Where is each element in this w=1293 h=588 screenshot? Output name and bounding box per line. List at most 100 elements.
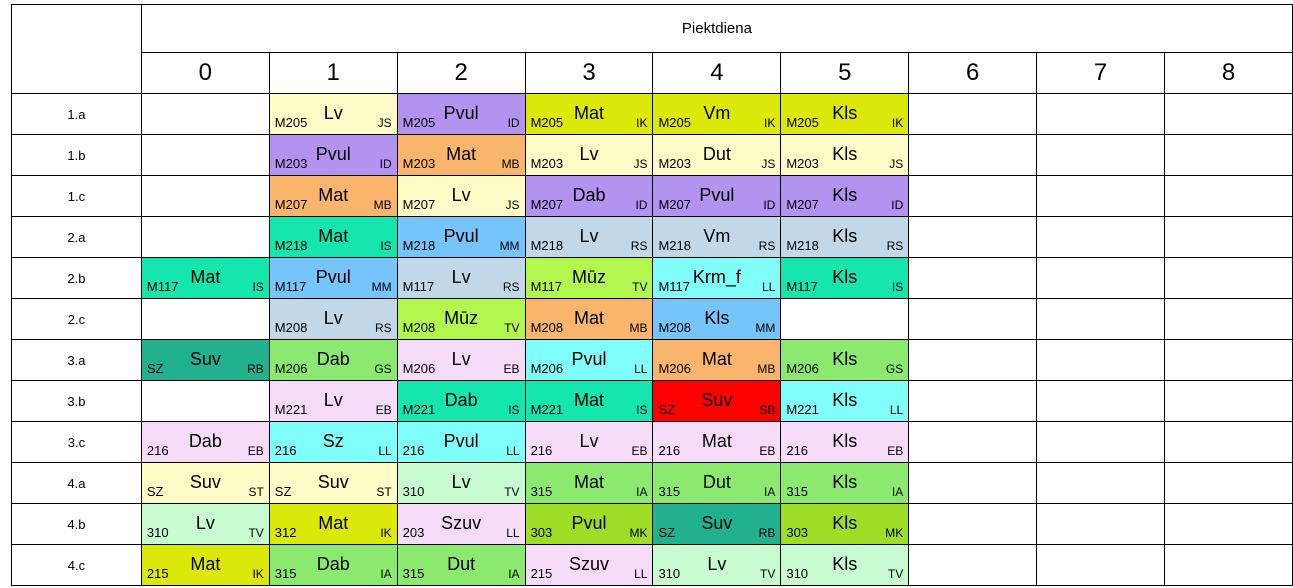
empty-slot[interactable] (140, 93, 270, 135)
empty-slot[interactable] (1036, 544, 1166, 586)
empty-slot[interactable] (1164, 93, 1293, 135)
empty-slot[interactable] (908, 93, 1038, 135)
lesson-cell[interactable]: 216 Pvul LL (396, 421, 526, 463)
lesson-cell[interactable]: 203 Szuv LL (396, 503, 526, 545)
empty-slot[interactable] (908, 462, 1038, 504)
empty-slot[interactable] (908, 216, 1038, 258)
lesson-cell[interactable]: M208 Kls MM (652, 298, 782, 340)
lesson-cell[interactable]: M221 Dab IS (396, 380, 526, 422)
lesson-cell[interactable]: M218 Vm RS (652, 216, 782, 258)
lesson-cell[interactable]: 303 Kls MK (780, 503, 910, 545)
lesson-cell[interactable]: M117 Mat IS (140, 257, 270, 299)
lesson-cell[interactable]: M203 Kls JS (780, 134, 910, 176)
lesson-cell[interactable]: M208 Mat MB (524, 298, 654, 340)
empty-slot[interactable] (1036, 134, 1166, 176)
lesson-cell[interactable]: 303 Pvul MK (524, 503, 654, 545)
empty-slot[interactable] (1036, 216, 1166, 258)
lesson-cell[interactable]: M205 Mat IK (524, 93, 654, 135)
empty-slot[interactable] (1164, 421, 1293, 463)
empty-slot[interactable] (1164, 134, 1293, 176)
empty-slot[interactable] (1036, 257, 1166, 299)
empty-slot[interactable] (140, 380, 270, 422)
lesson-cell[interactable]: 310 Lv TV (396, 462, 526, 504)
empty-slot[interactable] (140, 298, 270, 340)
lesson-cell[interactable]: 216 Mat EB (652, 421, 782, 463)
empty-slot[interactable] (908, 380, 1038, 422)
lesson-cell[interactable]: 315 Dab IA (268, 544, 398, 586)
lesson-cell[interactable]: 315 Dut IA (396, 544, 526, 586)
empty-slot[interactable] (140, 175, 270, 217)
empty-slot[interactable] (1164, 216, 1293, 258)
empty-slot[interactable] (1164, 175, 1293, 217)
empty-slot[interactable] (908, 544, 1038, 586)
empty-slot[interactable] (908, 134, 1038, 176)
lesson-cell[interactable]: M205 Kls IK (780, 93, 910, 135)
empty-slot[interactable] (1036, 380, 1166, 422)
lesson-cell[interactable]: 310 Lv TV (652, 544, 782, 586)
lesson-cell[interactable]: M207 Kls ID (780, 175, 910, 217)
lesson-cell[interactable]: M221 Mat IS (524, 380, 654, 422)
lesson-cell[interactable]: 315 Kls IA (780, 462, 910, 504)
empty-slot[interactable] (1036, 421, 1166, 463)
lesson-cell[interactable]: M203 Mat MB (396, 134, 526, 176)
empty-slot[interactable] (908, 339, 1038, 381)
lesson-cell[interactable]: M208 Lv RS (268, 298, 398, 340)
empty-slot[interactable] (1164, 298, 1293, 340)
empty-slot[interactable] (908, 421, 1038, 463)
lesson-cell[interactable]: 312 Mat IK (268, 503, 398, 545)
lesson-cell[interactable]: SZ Suv RB (140, 339, 270, 381)
empty-slot[interactable] (1036, 175, 1166, 217)
empty-slot[interactable] (1164, 257, 1293, 299)
empty-slot[interactable] (140, 216, 270, 258)
lesson-cell[interactable]: M205 Vm IK (652, 93, 782, 135)
empty-slot[interactable] (908, 298, 1038, 340)
lesson-cell[interactable]: 315 Dut IA (652, 462, 782, 504)
lesson-cell[interactable]: M117 Mūz TV (524, 257, 654, 299)
lesson-cell[interactable]: M208 Mūz TV (396, 298, 526, 340)
lesson-cell[interactable]: 215 Szuv LL (524, 544, 654, 586)
empty-slot[interactable] (780, 298, 910, 340)
empty-slot[interactable] (1164, 380, 1293, 422)
lesson-cell[interactable]: M206 Dab GS (268, 339, 398, 381)
empty-slot[interactable] (1164, 462, 1293, 504)
lesson-cell[interactable]: 310 Kls TV (780, 544, 910, 586)
empty-slot[interactable] (140, 134, 270, 176)
lesson-cell[interactable]: M207 Lv JS (396, 175, 526, 217)
empty-slot[interactable] (1164, 503, 1293, 545)
lesson-cell[interactable]: M206 Kls GS (780, 339, 910, 381)
lesson-cell[interactable]: 216 Lv EB (524, 421, 654, 463)
lesson-cell[interactable]: SZ Suv ST (268, 462, 398, 504)
lesson-cell[interactable]: M218 Pvul MM (396, 216, 526, 258)
lesson-cell[interactable]: M207 Pvul ID (652, 175, 782, 217)
empty-slot[interactable] (1164, 339, 1293, 381)
lesson-cell[interactable]: 216 Kls EB (780, 421, 910, 463)
lesson-cell[interactable]: M207 Mat MB (268, 175, 398, 217)
lesson-cell[interactable]: SZ Suv SB (652, 380, 782, 422)
lesson-cell[interactable]: M117 Pvul MM (268, 257, 398, 299)
lesson-cell[interactable]: M218 Kls RS (780, 216, 910, 258)
lesson-cell[interactable]: M205 Lv JS (268, 93, 398, 135)
lesson-cell[interactable]: M203 Pvul ID (268, 134, 398, 176)
lesson-cell[interactable]: 215 Mat IK (140, 544, 270, 586)
lesson-cell[interactable]: SZ Suv RB (652, 503, 782, 545)
empty-slot[interactable] (1036, 339, 1166, 381)
lesson-cell[interactable]: 310 Lv TV (140, 503, 270, 545)
lesson-cell[interactable]: M206 Pvul LL (524, 339, 654, 381)
empty-slot[interactable] (908, 503, 1038, 545)
empty-slot[interactable] (908, 175, 1038, 217)
lesson-cell[interactable]: M218 Lv RS (524, 216, 654, 258)
lesson-cell[interactable]: M221 Kls LL (780, 380, 910, 422)
lesson-cell[interactable]: M221 Lv EB (268, 380, 398, 422)
lesson-cell[interactable]: M205 Pvul ID (396, 93, 526, 135)
lesson-cell[interactable]: M117 Lv RS (396, 257, 526, 299)
lesson-cell[interactable]: M206 Mat MB (652, 339, 782, 381)
lesson-cell[interactable]: SZ Suv ST (140, 462, 270, 504)
lesson-cell[interactable]: M206 Lv EB (396, 339, 526, 381)
lesson-cell[interactable]: M203 Lv JS (524, 134, 654, 176)
lesson-cell[interactable]: M117 Kls IS (780, 257, 910, 299)
lesson-cell[interactable]: M218 Mat IS (268, 216, 398, 258)
lesson-cell[interactable]: M117 Krm_f LL (652, 257, 782, 299)
empty-slot[interactable] (1036, 93, 1166, 135)
empty-slot[interactable] (1036, 503, 1166, 545)
empty-slot[interactable] (908, 257, 1038, 299)
